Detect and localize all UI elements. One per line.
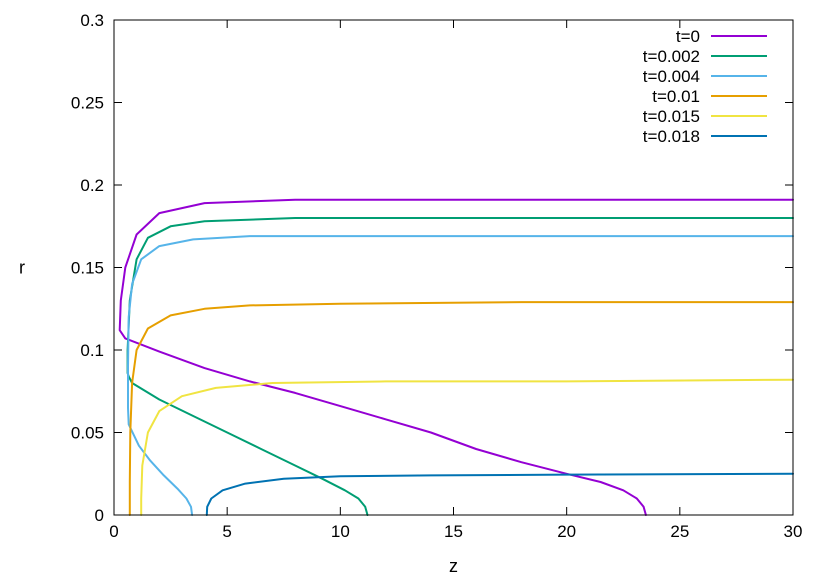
series-line [126,217,794,516]
series-line [127,235,794,516]
legend-label: t=0.002 [643,47,700,66]
y-tick-label: 0 [95,506,104,525]
y-tick-label: 0.1 [80,341,104,360]
legend-label: t=0.018 [643,127,700,146]
y-tick-label: 0.2 [80,176,104,195]
legend-label: t=0 [676,27,700,46]
series-layer [118,198,794,516]
x-axis-label: z [449,556,458,576]
y-tick-label: 0.15 [71,259,104,278]
x-tick-label: 15 [444,522,463,541]
x-tick-label: 5 [222,522,231,541]
x-tick-label: 25 [670,522,689,541]
series-line [128,301,794,516]
x-tick-label: 0 [109,522,118,541]
x-tick-label: 20 [557,522,576,541]
plot-frame [113,19,794,516]
legend-label: t=0.01 [652,87,700,106]
legend-label: t=0.004 [643,67,700,86]
y-tick-label: 0.3 [80,11,104,30]
series-line [205,472,794,516]
legend-label: t=0.015 [643,107,700,126]
y-tick-label: 0.25 [71,94,104,113]
series-line [118,198,794,516]
x-tick-label: 10 [331,522,350,541]
series-line [140,378,794,516]
y-axis-label: r [19,258,25,278]
ticks-layer: 0 5 10 15 20 25 30 0 0.05 0.1 0.15 0.2 0.25 0.3 [71,11,803,541]
y-tick-label: 0.05 [71,424,104,443]
x-tick-label: 30 [784,522,803,541]
